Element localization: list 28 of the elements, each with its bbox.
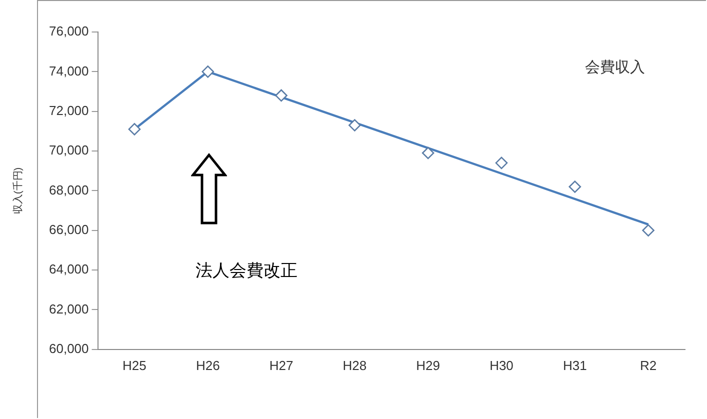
x-tick-label: H27 <box>269 358 294 373</box>
point <box>202 66 214 78</box>
point <box>275 89 288 102</box>
x-tick-label: H26 <box>196 358 220 373</box>
y-tick-label: 70,000 <box>48 142 89 158</box>
x-tick-label: R2 <box>640 358 657 373</box>
x-tick-label: H29 <box>416 358 440 373</box>
x-tick-label: H30 <box>490 358 514 373</box>
point <box>495 156 508 170</box>
y-tick-label: 76,000 <box>48 24 89 39</box>
y-tick-label: 62,000 <box>48 301 89 316</box>
x-tick-label: H25 <box>122 358 146 373</box>
y-axis-title: 収入(千円) <box>12 167 24 214</box>
y-tick-label: 68,000 <box>48 182 89 198</box>
y-tick-label: 74,000 <box>48 63 89 78</box>
x-tick-label: H28 <box>342 358 367 373</box>
point <box>642 224 654 237</box>
point <box>348 119 361 132</box>
y-tick-label: 72,000 <box>48 102 89 118</box>
point <box>128 123 141 136</box>
y-tick-label: 64,000 <box>48 262 89 277</box>
point <box>422 146 434 160</box>
y-tick-label: 66,000 <box>48 222 89 237</box>
annotation: 会費収入 <box>585 58 645 76</box>
point <box>568 180 582 193</box>
y-tick-label: 60,000 <box>48 340 89 356</box>
annotation: 法人会費改正 <box>195 260 298 282</box>
x-tick-label: H31 <box>562 358 587 373</box>
